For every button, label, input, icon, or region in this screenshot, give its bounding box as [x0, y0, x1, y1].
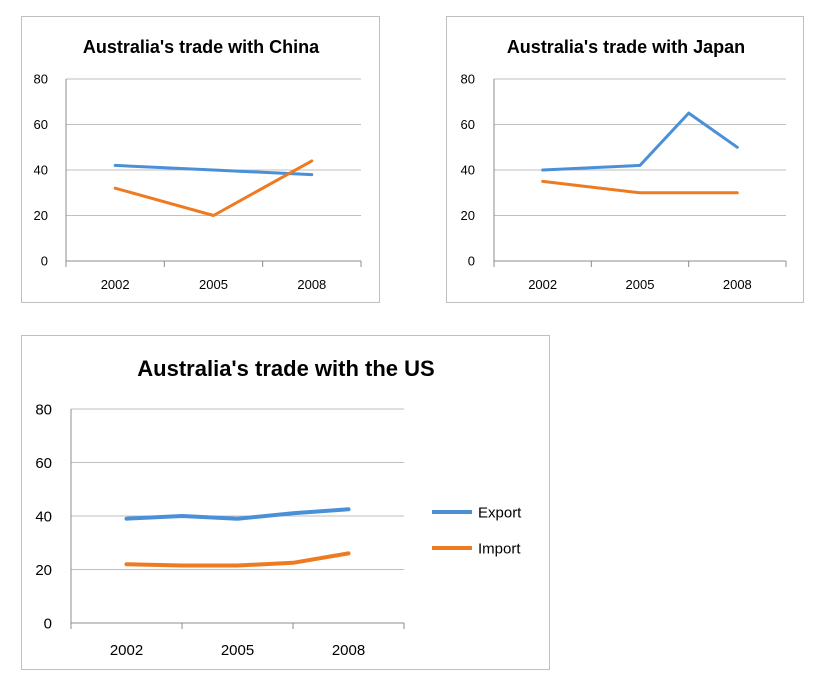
japan-x-tick-label: 2008 [723, 277, 752, 292]
us-y-tick-label: 60 [35, 455, 52, 472]
japan-chart-title: Australia's trade with Japan [507, 37, 745, 57]
us-y-tick-label: 20 [35, 562, 52, 579]
china-trade-plot: Australia's trade with China 0 20 40 60 80 200… [34, 37, 362, 292]
us-trade-chart: Australia's trade with the US 0 20 40 60 80 20… [21, 335, 550, 670]
us-x-tick-label: 2008 [332, 642, 365, 659]
japan-x-tick-label: 2005 [626, 277, 655, 292]
japan-y-tick-label: 20 [461, 208, 475, 223]
china-export-line [113, 163, 314, 177]
china-y-tick-label: 80 [34, 72, 48, 87]
china-trade-chart: Australia's trade with China 0 20 40 60 80 200… [21, 16, 380, 303]
china-y-tick-label: 60 [34, 117, 48, 132]
japan-import-line [541, 179, 739, 195]
legend-import-label: Import [478, 540, 521, 557]
china-x-tick-label: 2008 [297, 277, 326, 292]
japan-trade-plot: Australia's trade with Japan 0 20 40 60 80 200… [461, 37, 787, 292]
us-import-line [124, 551, 351, 568]
china-y-tick-label: 40 [34, 163, 48, 178]
us-export-line [124, 507, 351, 521]
china-x-tick-label: 2002 [101, 277, 130, 292]
us-y-tick-label: 0 [44, 615, 52, 632]
japan-trade-chart: Australia's trade with Japan 0 20 40 60 80 200… [446, 16, 804, 303]
us-trade-plot: Australia's trade with the US 0 20 40 60 80 20… [35, 356, 522, 659]
japan-y-tick-label: 0 [468, 254, 475, 269]
japan-export-line [541, 111, 739, 172]
china-chart-title: Australia's trade with China [83, 37, 320, 57]
us-y-tick-label: 80 [35, 401, 52, 418]
legend-export-label: Export [478, 504, 522, 521]
china-import-line [113, 159, 314, 217]
china-y-tick-label: 0 [41, 254, 48, 269]
us-chart-title: Australia's trade with the US [137, 356, 434, 381]
japan-y-tick-label: 40 [461, 163, 475, 178]
us-x-tick-label: 2005 [221, 642, 254, 659]
us-x-tick-label: 2002 [110, 642, 143, 659]
japan-y-tick-label: 60 [461, 117, 475, 132]
japan-y-tick-label: 80 [461, 72, 475, 87]
japan-x-tick-label: 2002 [528, 277, 557, 292]
china-y-tick-label: 20 [34, 208, 48, 223]
us-y-tick-label: 40 [35, 508, 52, 525]
china-x-tick-label: 2005 [199, 277, 228, 292]
